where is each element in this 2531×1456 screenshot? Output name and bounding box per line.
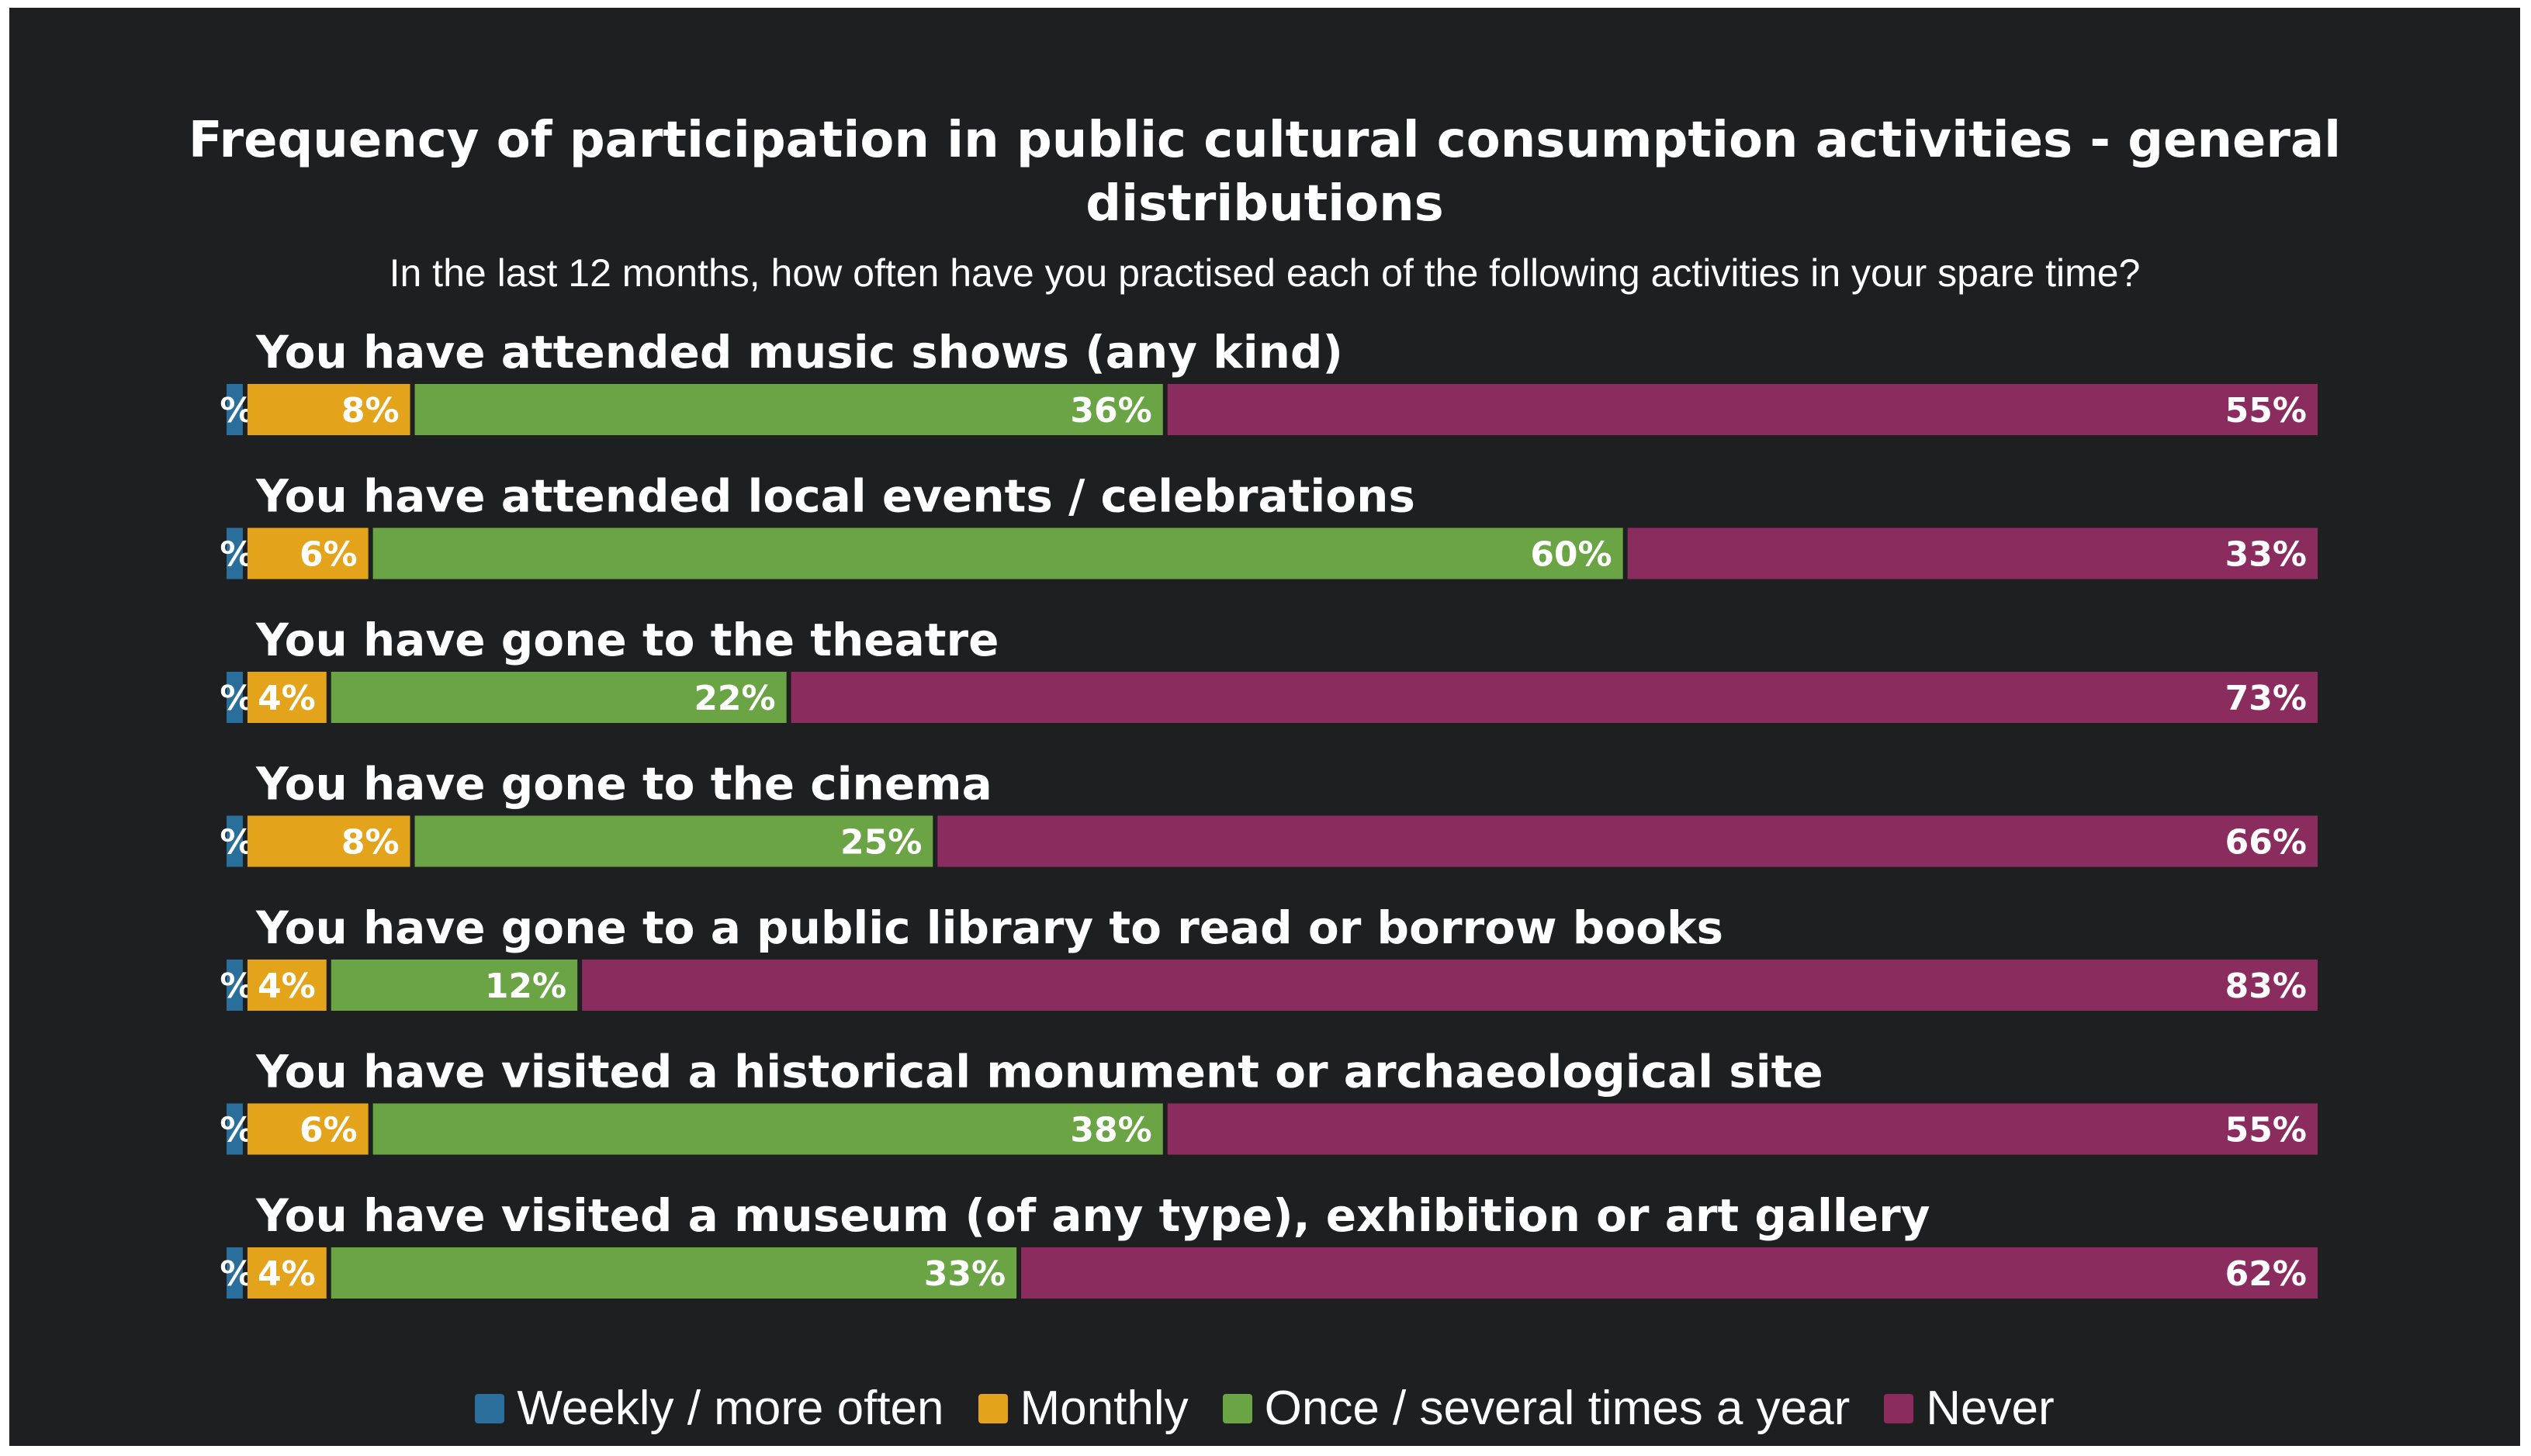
bar-segment-never (1021, 1247, 2318, 1299)
bar-segment-monthly (247, 1103, 369, 1155)
data-label-never: 66% (2225, 823, 2307, 863)
row-label: You have attended local events / celebra… (255, 470, 1415, 523)
data-label-yearly: 25% (840, 823, 922, 863)
row-label: You have gone to the cinema (255, 758, 992, 811)
row-label: You have visited a museum (of any type),… (255, 1189, 1930, 1242)
stacked-bar-chart: You have attended music shows (any kind)… (220, 326, 2318, 1299)
data-label-yearly: 38% (1070, 1111, 1151, 1150)
data-label-never: 55% (2225, 391, 2307, 431)
data-label-never: 55% (2225, 1111, 2307, 1150)
chart-title: Frequency of participation in public cul… (188, 112, 2342, 233)
data-label-monthly: 6% (299, 535, 358, 575)
row-label: You have gone to the theatre (255, 614, 999, 666)
bar-segment-yearly (414, 384, 1163, 435)
legend-swatch (1222, 1393, 1252, 1423)
bar-segment-yearly (331, 1247, 1017, 1299)
data-label-yearly: 33% (924, 1254, 1006, 1294)
bar-segment-weekly (227, 672, 243, 723)
data-label-monthly: 4% (258, 1254, 316, 1294)
bar-segment-never (1167, 384, 2318, 435)
data-label-monthly: 4% (258, 679, 316, 718)
row-label: You have visited a historical monument o… (255, 1046, 1823, 1098)
data-label-never: 62% (2225, 1254, 2307, 1294)
legend-label: Once / several times a year (1264, 1382, 1851, 1435)
bar-segment-weekly (227, 527, 243, 579)
bar-segment-never (937, 815, 2318, 867)
legend-label: Monthly (1020, 1382, 1189, 1435)
data-label-monthly: 8% (341, 391, 400, 431)
legend-swatch (978, 1393, 1008, 1423)
bar-segment-never (1627, 527, 2318, 579)
bar-segment-yearly (372, 1103, 1163, 1155)
data-label-yearly: 60% (1530, 535, 1612, 575)
data-label-yearly: 22% (694, 679, 775, 718)
chart-subtitle: In the last 12 months, how often have yo… (389, 251, 2141, 295)
legend-swatch (475, 1393, 505, 1423)
bar-segment-weekly (227, 1103, 243, 1155)
bar-segment-weekly (227, 960, 243, 1011)
data-label-monthly: 4% (258, 967, 316, 1006)
legend-item-monthly: Monthly (978, 1381, 1189, 1436)
data-label-never: 73% (2225, 679, 2307, 718)
bar-segment-monthly (247, 527, 369, 579)
bar-segment-yearly (331, 960, 578, 1011)
bar-segment-never (582, 960, 2318, 1011)
data-label-monthly: 8% (341, 823, 400, 863)
bar-segment-never (791, 672, 2318, 723)
bar-segment-yearly (372, 527, 1623, 579)
legend-item-yearly: Once / several times a year (1222, 1381, 1851, 1436)
legend-label: Never (1926, 1382, 2055, 1435)
legend-swatch (1884, 1393, 1914, 1423)
chart-legend: Weekly / more often Monthly Once / several… (9, 1381, 2520, 1436)
bar-segment-monthly (247, 1247, 327, 1299)
chart-panel: Frequency of participation in public cul… (9, 8, 2520, 1446)
data-label-never: 83% (2225, 967, 2307, 1006)
bar-segment-monthly (247, 384, 410, 435)
data-label-monthly: 6% (299, 1111, 358, 1150)
row-label: You have gone to a public library to rea… (255, 901, 1723, 954)
bar-segment-weekly (227, 384, 243, 435)
bar-segment-weekly (227, 1247, 243, 1299)
data-label-never: 33% (2225, 535, 2307, 575)
legend-item-never: Never (1884, 1381, 2055, 1436)
data-label-yearly: 36% (1070, 391, 1151, 431)
data-label-yearly: 12% (485, 967, 566, 1006)
bar-segment-never (1167, 1103, 2318, 1155)
bar-segment-monthly (247, 960, 327, 1011)
row-label: You have attended music shows (any kind) (255, 326, 1343, 379)
bar-segment-yearly (414, 815, 933, 867)
bar-segment-yearly (331, 672, 787, 723)
bar-segment-monthly (247, 815, 410, 867)
legend-item-weekly: Weekly / more often (475, 1381, 944, 1436)
legend-label: Weekly / more often (517, 1382, 944, 1435)
bar-segment-monthly (247, 672, 327, 723)
bar-segment-weekly (227, 815, 243, 867)
